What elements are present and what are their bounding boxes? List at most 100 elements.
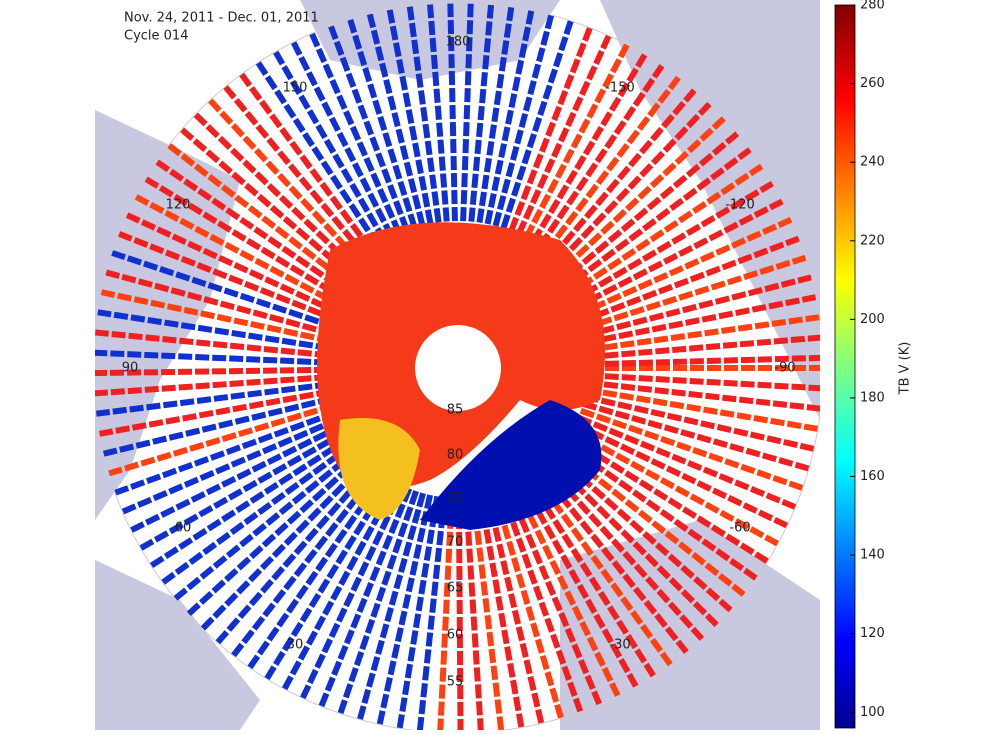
swath xyxy=(117,230,339,323)
cycle: Cycle 014 xyxy=(124,29,188,44)
map xyxy=(95,0,820,730)
colorbar-tick-label: 220 xyxy=(860,233,885,248)
swath xyxy=(568,180,775,305)
swath xyxy=(223,84,378,270)
swath xyxy=(521,52,648,258)
swath xyxy=(104,269,334,337)
parallel-label: 60 xyxy=(447,628,464,643)
swath xyxy=(577,414,797,510)
meridian-label: -90 xyxy=(774,361,795,376)
swath xyxy=(160,441,355,585)
swath xyxy=(272,50,396,257)
swath xyxy=(477,495,525,728)
swath xyxy=(186,453,365,617)
swath xyxy=(238,72,384,266)
swath xyxy=(327,24,416,248)
swath xyxy=(587,354,820,368)
swath xyxy=(566,434,770,564)
swath xyxy=(318,487,413,708)
swath xyxy=(95,381,330,417)
swath xyxy=(474,6,515,240)
meridian-label: -150 xyxy=(605,81,635,96)
colorbar-tick-label: 100 xyxy=(860,705,885,720)
colorbar-tick-label: 260 xyxy=(860,76,885,91)
swath xyxy=(337,490,419,715)
swath xyxy=(573,421,789,529)
parallel-label: 85 xyxy=(447,403,464,418)
parallel-label: 75 xyxy=(447,491,464,506)
swath xyxy=(95,366,329,377)
swath xyxy=(515,43,630,255)
swath xyxy=(481,9,535,242)
swath xyxy=(255,60,390,261)
parallel-label: 80 xyxy=(447,448,464,463)
swath xyxy=(505,486,603,706)
meridian-label: 150 xyxy=(283,81,308,96)
swath xyxy=(502,26,593,248)
swath xyxy=(582,400,810,472)
swath xyxy=(578,235,801,325)
swath xyxy=(495,19,574,246)
swath xyxy=(528,63,665,262)
swath xyxy=(406,5,444,240)
swath xyxy=(534,75,682,267)
meridian-label: 90 xyxy=(122,361,139,376)
meridian-label: -120 xyxy=(725,198,755,213)
parallel-label: 55 xyxy=(447,675,464,690)
swath xyxy=(110,249,336,330)
swath xyxy=(560,146,753,293)
colorbar-tick-label: 140 xyxy=(860,548,885,563)
swath xyxy=(437,497,455,730)
swath xyxy=(166,142,357,292)
swath xyxy=(459,3,474,239)
swath xyxy=(376,494,434,726)
colorbar-tick-label: 160 xyxy=(860,469,885,484)
colorbar-tick-label: 240 xyxy=(860,155,885,170)
swath xyxy=(129,423,343,533)
swath xyxy=(581,254,807,332)
swath xyxy=(215,463,375,645)
swath xyxy=(356,492,426,721)
colorbar-tick-label: 200 xyxy=(860,312,885,327)
swath xyxy=(572,198,785,312)
swath xyxy=(518,480,639,689)
meridian-label: 30 xyxy=(287,638,304,653)
swath xyxy=(107,402,335,477)
swath xyxy=(121,416,340,515)
swath xyxy=(144,176,349,304)
swath xyxy=(386,8,437,241)
swath xyxy=(102,395,333,457)
swath xyxy=(98,388,331,437)
swath xyxy=(366,13,430,243)
swath xyxy=(125,212,342,317)
swath xyxy=(139,429,347,551)
swath xyxy=(586,314,820,353)
swath xyxy=(579,407,804,491)
swath xyxy=(512,483,621,698)
swath xyxy=(531,471,673,667)
swath xyxy=(299,484,406,700)
swath xyxy=(550,115,727,282)
swath xyxy=(447,3,459,239)
swath xyxy=(585,386,819,432)
swath xyxy=(564,163,764,299)
swath xyxy=(470,496,505,730)
swath xyxy=(491,491,564,719)
swath xyxy=(113,409,337,496)
meridian-label: 60 xyxy=(175,521,192,536)
swath xyxy=(455,497,464,730)
swath xyxy=(539,88,697,271)
swath xyxy=(587,372,820,392)
swath xyxy=(347,18,423,245)
swath xyxy=(134,193,345,310)
parallel-label: 70 xyxy=(447,535,464,550)
swath xyxy=(545,101,712,276)
swath xyxy=(525,476,657,678)
swath xyxy=(498,489,584,713)
colorbar-tick-label: 280 xyxy=(860,0,885,13)
meridian-label: -60 xyxy=(729,521,750,536)
swath xyxy=(584,393,815,452)
swath xyxy=(466,4,495,239)
swath xyxy=(95,374,329,397)
